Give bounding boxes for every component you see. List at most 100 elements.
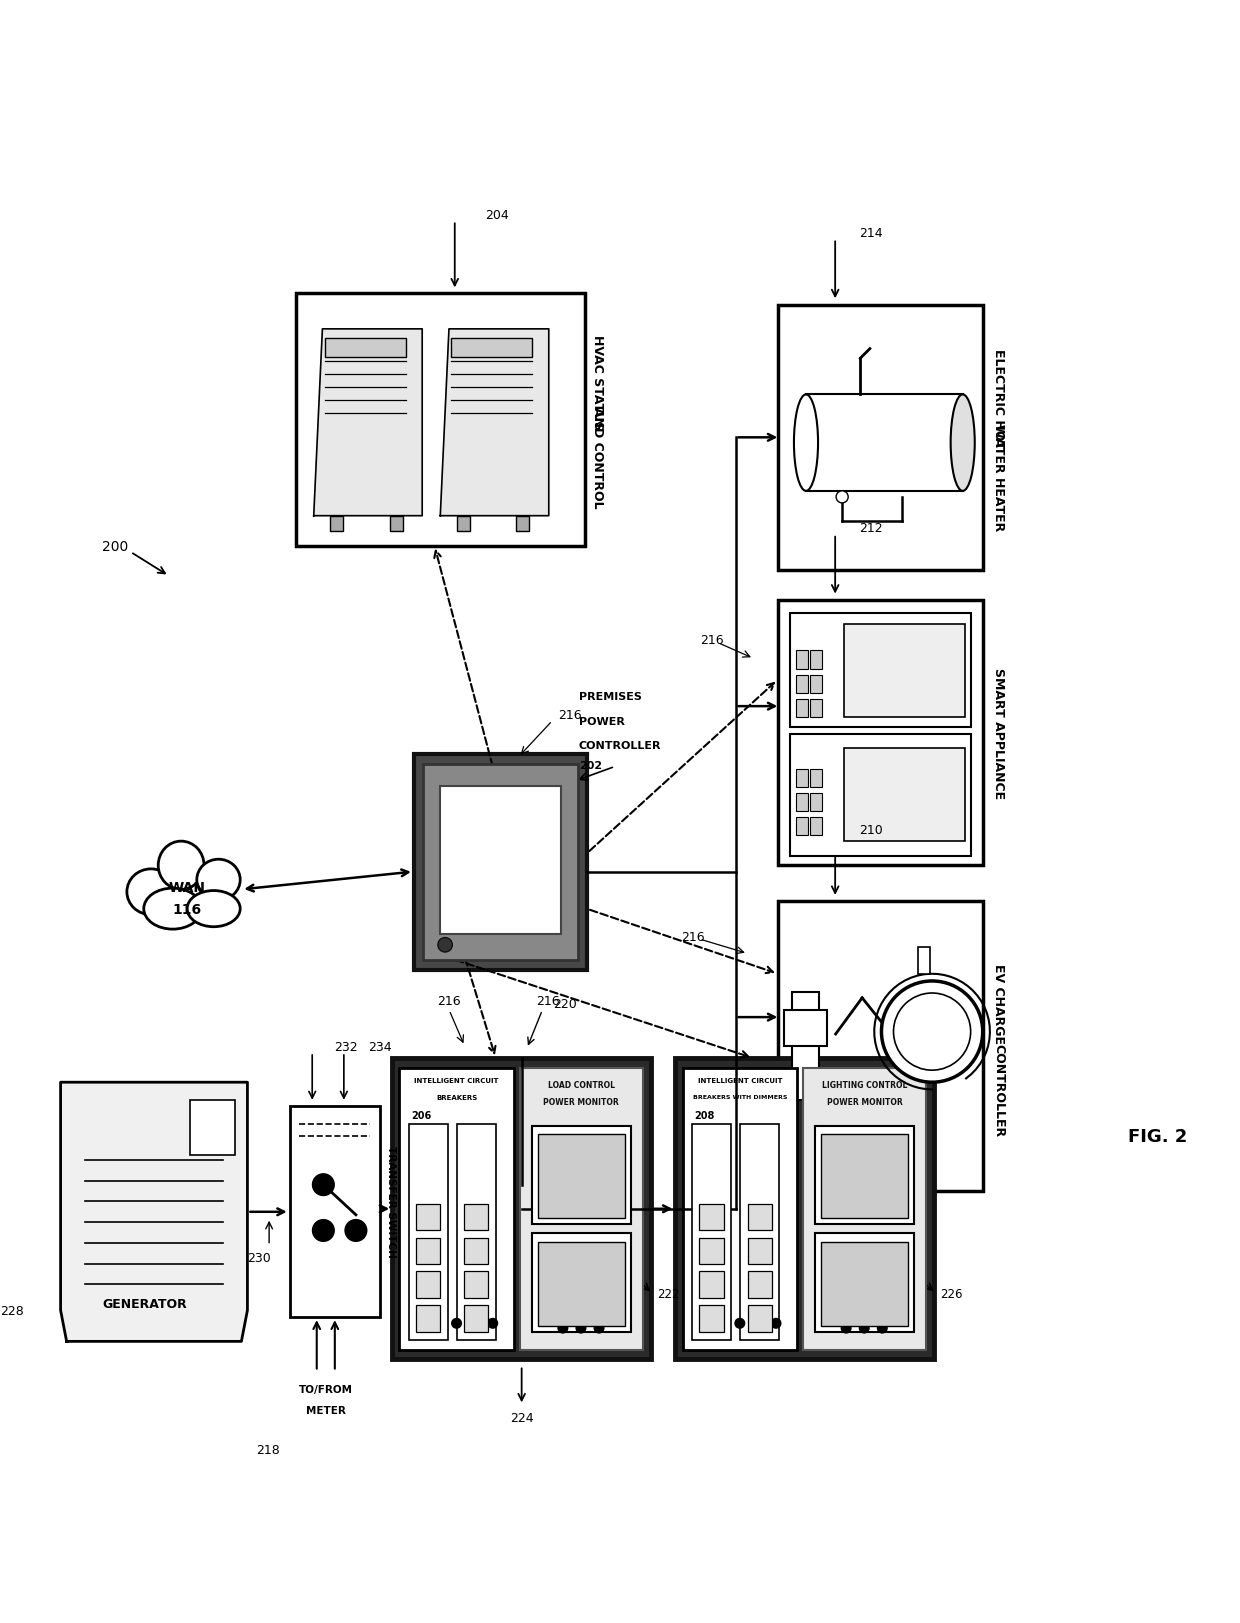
Bar [790,734,971,855]
Bar [389,516,403,531]
Bar [792,992,818,1100]
Circle shape [345,1220,367,1242]
Text: 228: 228 [0,1303,25,1316]
Circle shape [312,1173,335,1196]
Bar [699,1272,724,1298]
Text: 202: 202 [579,761,603,771]
Bar [815,1126,914,1224]
Bar [458,1125,496,1341]
Bar [918,948,930,974]
Ellipse shape [197,860,241,901]
Text: WATER HEATER: WATER HEATER [992,424,1006,531]
Polygon shape [440,329,549,516]
Bar [399,1068,513,1350]
Text: 218: 218 [257,1443,280,1456]
Bar [777,601,983,865]
Circle shape [470,1318,480,1328]
Bar [676,1058,935,1360]
Text: INTELLIGENT CIRCUIT: INTELLIGENT CIRCUIT [414,1078,498,1084]
Bar [532,1233,631,1332]
Text: 208: 208 [694,1110,715,1120]
Bar [806,394,962,492]
Text: POWER: POWER [579,716,625,725]
Text: 204: 204 [485,209,508,222]
Bar [699,1238,724,1264]
Text: 230: 230 [248,1251,272,1264]
Bar [796,651,808,669]
Text: AND CONTROL: AND CONTROL [591,407,604,508]
Bar [821,1242,908,1326]
Text: ELECTRIC HOT: ELECTRIC HOT [992,349,1006,448]
Circle shape [894,993,971,1071]
Text: FIG. 2: FIG. 2 [1128,1128,1187,1146]
Bar [532,1126,631,1224]
Text: GENERATOR: GENERATOR [102,1297,187,1310]
Text: WAN: WAN [169,880,206,894]
Bar [456,516,470,531]
Circle shape [577,1323,585,1332]
Bar [699,1204,724,1230]
Bar [810,675,822,693]
Circle shape [487,1318,497,1328]
Bar [290,1107,379,1318]
Bar [414,755,588,971]
Bar [748,1272,771,1298]
Bar [417,1238,440,1264]
Circle shape [882,982,983,1083]
Bar [190,1100,236,1156]
Text: INTELLIGENT CIRCUIT: INTELLIGENT CIRCUIT [698,1078,782,1084]
Text: 226: 226 [940,1287,963,1300]
Bar [451,339,532,357]
Text: POWER MONITOR: POWER MONITOR [827,1097,903,1105]
Bar [417,1272,440,1298]
Circle shape [878,1323,887,1332]
Bar [796,675,808,693]
Bar [815,1233,914,1332]
Text: 232: 232 [334,1040,357,1053]
Circle shape [841,1323,851,1332]
Text: SMART APPLIANCE: SMART APPLIANCE [992,667,1006,799]
Bar [692,1125,730,1341]
Ellipse shape [951,394,975,492]
Ellipse shape [126,870,175,915]
Bar [325,339,405,357]
Circle shape [438,938,453,953]
Bar [821,1134,908,1219]
Bar [440,786,560,935]
Bar [520,1068,642,1350]
Bar [295,294,585,547]
Bar [699,1305,724,1332]
Text: TRANSFER SWITCH: TRANSFER SWITCH [386,1146,396,1258]
Bar [748,1204,771,1230]
Text: 210: 210 [859,823,883,836]
Polygon shape [314,329,422,516]
Text: METER: METER [306,1406,346,1415]
Bar [423,764,578,961]
Circle shape [594,1323,604,1332]
Bar [810,769,822,787]
Text: HVAC STATUS: HVAC STATUS [591,334,604,430]
Bar [538,1242,625,1326]
Circle shape [735,1318,745,1328]
Bar [777,305,983,571]
Bar [330,516,343,531]
Bar [810,818,822,836]
Bar [465,1238,489,1264]
Text: 212: 212 [859,523,883,536]
Bar [748,1305,771,1332]
Bar [465,1204,489,1230]
Polygon shape [61,1083,248,1342]
Circle shape [451,1318,461,1328]
Text: CONTROLLER: CONTROLLER [992,1044,1006,1136]
Text: 222: 222 [657,1287,680,1300]
Bar [784,1010,827,1047]
Bar [748,1238,771,1264]
Bar [810,651,822,669]
Text: PREMISES: PREMISES [579,691,642,703]
Bar [844,748,965,842]
Circle shape [771,1318,781,1328]
Bar [538,1134,625,1219]
Circle shape [753,1318,763,1328]
Bar [804,1068,926,1350]
Text: EV CHARGE: EV CHARGE [992,962,1006,1044]
